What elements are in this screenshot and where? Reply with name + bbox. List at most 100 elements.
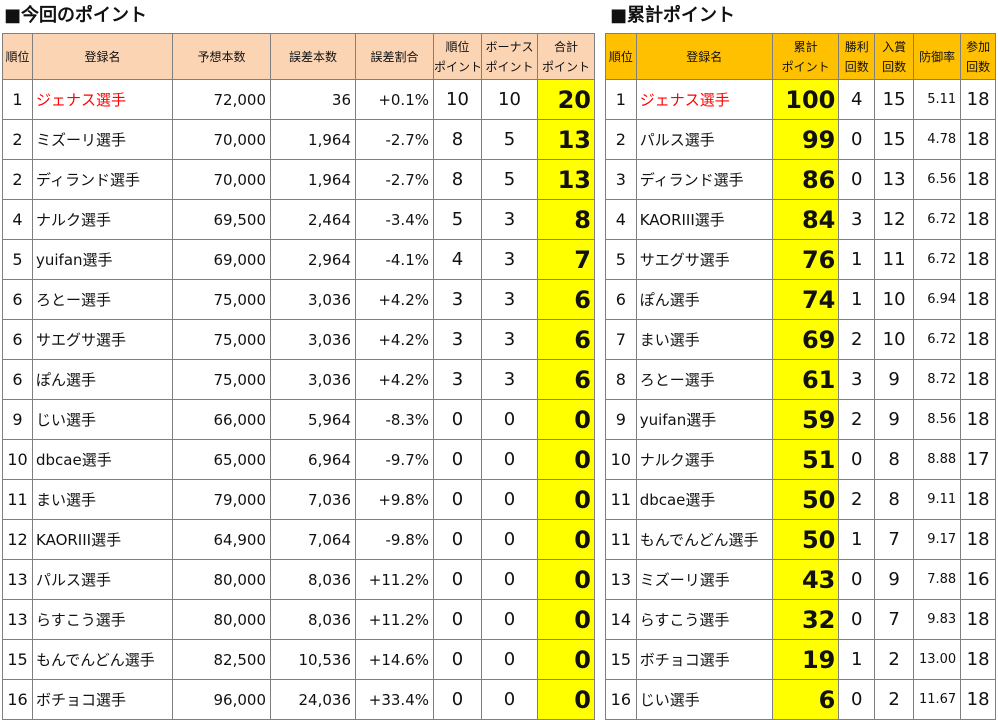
rank-points-cell: 0 <box>433 439 482 480</box>
name-cell: ぽん選手 <box>635 279 773 320</box>
name-cell: ナルク選手 <box>32 199 173 240</box>
wins-cell: 1 <box>838 279 876 320</box>
rank-cell: 10 <box>2 439 33 480</box>
entries-cell: 18 <box>960 639 996 680</box>
name-cell: まい選手 <box>635 319 773 360</box>
name-cell: じい選手 <box>32 399 173 440</box>
col-rank-header: 順位 <box>2 33 33 80</box>
rank-cell: 4 <box>605 199 637 240</box>
col-rank-points-header: 順位 ポイント <box>433 33 482 80</box>
rank-cell: 8 <box>605 359 637 400</box>
rank-points-cell: 4 <box>433 239 482 280</box>
total-points-cell: 7 <box>537 239 595 280</box>
rank-points-cell: 0 <box>433 479 482 520</box>
name-cell: ディランド選手 <box>32 159 173 200</box>
rank-points-cell: 5 <box>433 199 482 240</box>
table-row: 11 まい選手 79,000 7,036 +9.8% 0 0 0 <box>2 479 595 520</box>
wins-cell: 3 <box>838 199 876 240</box>
rank-points-cell: 0 <box>433 519 482 560</box>
entries-cell: 18 <box>960 679 996 720</box>
name-cell: dbcae選手 <box>635 479 773 520</box>
ratio-cell: -3.4% <box>355 199 434 240</box>
ratio-cell: +9.8% <box>355 479 434 520</box>
wins-cell: 2 <box>838 319 876 360</box>
table-row: 13 ミズーリ選手 43 0 9 7.88 16 <box>605 559 996 600</box>
forecast-cell: 65,000 <box>172 439 271 480</box>
placings-cell: 11 <box>874 239 915 280</box>
table-row: 16 じい選手 6 0 2 11.67 18 <box>605 679 996 720</box>
rank-cell: 6 <box>2 359 33 400</box>
placings-cell: 7 <box>874 599 915 640</box>
ratio-cell: +4.2% <box>355 359 434 400</box>
error-cell: 8,036 <box>270 559 356 600</box>
cumulative-points-title: ■累計ポイント <box>610 5 736 26</box>
forecast-cell: 72,000 <box>172 79 271 120</box>
col-cumulative-points-header: 累計 ポイント <box>771 33 840 80</box>
era-cell: 11.67 <box>913 679 962 720</box>
era-cell: 6.72 <box>913 319 962 360</box>
placings-cell: 2 <box>874 639 915 680</box>
name-cell: パルス選手 <box>32 559 173 600</box>
ratio-cell: +4.2% <box>355 279 434 320</box>
bonus-points-cell: 0 <box>481 559 538 600</box>
bonus-points-cell: 0 <box>481 439 538 480</box>
name-cell: ディランド選手 <box>635 159 773 200</box>
ratio-cell: -2.7% <box>355 119 434 160</box>
era-cell: 6.94 <box>913 279 962 320</box>
table-row: 2 ディランド選手 70,000 1,964 -2.7% 8 5 13 <box>2 159 595 200</box>
total-points-cell: 6 <box>537 359 595 400</box>
bonus-points-cell: 10 <box>481 79 538 120</box>
name-cell: もんでんどん選手 <box>32 639 173 680</box>
rank-points-cell: 8 <box>433 159 482 200</box>
rank-cell: 9 <box>605 399 637 440</box>
col-name-header: 登録名 <box>635 33 773 80</box>
name-cell: yuifan選手 <box>32 239 173 280</box>
name-cell: まい選手 <box>32 479 173 520</box>
col-bonus-points-header: ボーナス ポイント <box>481 33 538 80</box>
current-header-row: 順位 登録名 予想本数 誤差本数 誤差割合 順位 ポイント ボーナス ポイント 合計… <box>2 33 595 80</box>
ratio-cell: -9.8% <box>355 519 434 560</box>
ratio-cell: +0.1% <box>355 79 434 120</box>
cumulative-points-cell: 74 <box>771 279 840 320</box>
error-cell: 3,036 <box>270 359 356 400</box>
rank-cell: 13 <box>605 559 637 600</box>
error-cell: 2,464 <box>270 199 356 240</box>
table-row: 9 じい選手 66,000 5,964 -8.3% 0 0 0 <box>2 399 595 440</box>
cumulative-points-cell: 51 <box>771 439 840 480</box>
table-row: 3 ディランド選手 86 0 13 6.56 18 <box>605 159 996 200</box>
entries-cell: 18 <box>960 479 996 520</box>
ratio-cell: +14.6% <box>355 639 434 680</box>
bonus-points-cell: 0 <box>481 599 538 640</box>
total-points-cell: 0 <box>537 639 595 680</box>
entries-cell: 18 <box>960 359 996 400</box>
error-cell: 1,964 <box>270 119 356 160</box>
cumulative-points-cell: 61 <box>771 359 840 400</box>
total-points-cell: 13 <box>537 119 595 160</box>
bonus-points-cell: 5 <box>481 159 538 200</box>
rank-points-cell: 0 <box>433 599 482 640</box>
cumulative-points-cell: 100 <box>771 79 840 120</box>
name-cell: らすこう選手 <box>635 599 773 640</box>
table-row: 1 ジェナス選手 100 4 15 5.11 18 <box>605 79 996 120</box>
forecast-cell: 75,000 <box>172 359 271 400</box>
cumulative-points-cell: 59 <box>771 399 840 440</box>
cumulative-points-cell: 69 <box>771 319 840 360</box>
name-cell: パルス選手 <box>635 119 773 160</box>
rank-cell: 11 <box>605 479 637 520</box>
total-points-cell: 6 <box>537 279 595 320</box>
ratio-cell: +11.2% <box>355 599 434 640</box>
error-cell: 8,036 <box>270 599 356 640</box>
ratio-cell: -9.7% <box>355 439 434 480</box>
bonus-points-cell: 3 <box>481 359 538 400</box>
rank-cell: 2 <box>2 159 33 200</box>
table-row: 6 ぽん選手 75,000 3,036 +4.2% 3 3 6 <box>2 359 595 400</box>
rank-cell: 1 <box>2 79 33 120</box>
name-cell: らすこう選手 <box>32 599 173 640</box>
forecast-cell: 66,000 <box>172 399 271 440</box>
current-points-table: 順位 登録名 予想本数 誤差本数 誤差割合 順位 ポイント ボーナス ポイント 合計… <box>2 33 595 720</box>
wins-cell: 0 <box>838 119 876 160</box>
cumulative-header-row: 順位 登録名 累計 ポイント 勝利 回数 入賞 回数 防御率 参加 回数 <box>605 33 996 80</box>
total-points-cell: 8 <box>537 199 595 240</box>
cumulative-points-cell: 43 <box>771 559 840 600</box>
wins-cell: 2 <box>838 479 876 520</box>
